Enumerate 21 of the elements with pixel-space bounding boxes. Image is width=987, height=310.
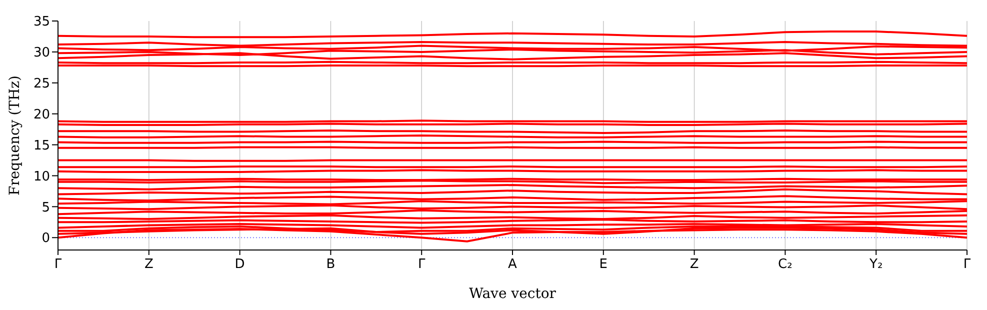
x-tick-label: A [508,257,518,272]
x-tick-label: Γ [418,257,426,272]
y-tick-label: 30 [33,46,50,61]
y-tick-label: 5 [42,200,50,216]
y-tick-label: 10 [33,169,50,184]
x-tick-label: D [234,257,245,272]
y-axis-title: Frequency (THz) [6,75,23,196]
x-tick-label: Z [144,257,154,272]
x-tick-label: B [326,257,336,272]
y-tick-label: 35 [33,14,50,30]
y-tick-label: 0 [42,231,50,246]
x-tick-label: Y₂ [868,257,883,272]
y-tick-label: 15 [33,138,50,154]
y-tick-label: 25 [33,76,50,92]
x-tick-label: Γ [963,257,972,272]
x-tick-label: E [599,257,608,272]
x-tick-label: Z [690,257,699,272]
y-tick-label: 20 [33,107,50,122]
x-tick-label: C₂ [778,257,792,272]
x-axis-title: Wave vector [469,286,556,302]
x-tick-label: Γ [54,257,62,272]
